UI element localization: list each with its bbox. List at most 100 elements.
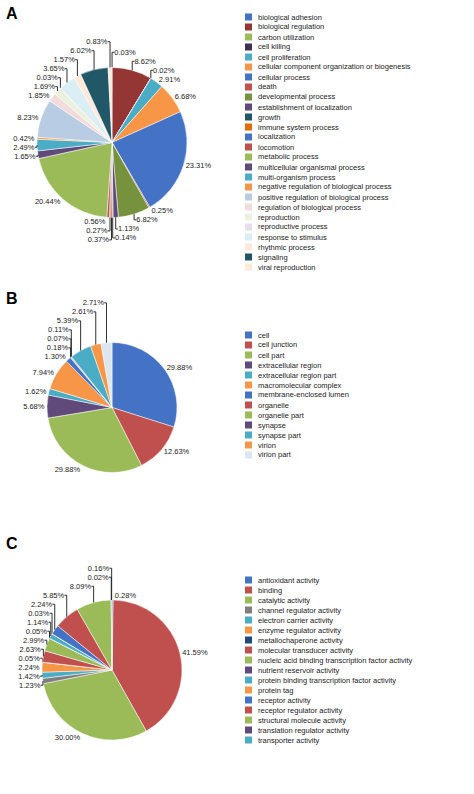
svg-text:molecular transducer activity: molecular transducer activity bbox=[258, 646, 353, 655]
svg-text:cell junction: cell junction bbox=[258, 340, 297, 349]
svg-text:reproductive process: reproductive process bbox=[258, 222, 328, 231]
svg-text:multicellular organismal proce: multicellular organismal process bbox=[258, 163, 365, 172]
svg-text:protein binding transcription: protein binding transcription factor act… bbox=[258, 676, 396, 685]
svg-text:cell proliferation: cell proliferation bbox=[258, 53, 311, 62]
svg-text:30.00%: 30.00% bbox=[55, 733, 81, 742]
svg-text:6.68%: 6.68% bbox=[175, 92, 197, 101]
svg-text:1.85%: 1.85% bbox=[28, 91, 50, 100]
svg-text:biological adhesion: biological adhesion bbox=[258, 13, 322, 22]
svg-text:0.03%: 0.03% bbox=[114, 48, 136, 57]
svg-text:6.82%: 6.82% bbox=[136, 215, 158, 224]
svg-text:viral reproduction: viral reproduction bbox=[258, 263, 316, 272]
svg-text:29.88%: 29.88% bbox=[167, 363, 193, 372]
svg-text:0.18%: 0.18% bbox=[47, 343, 69, 352]
svg-text:receptor regulator activity: receptor regulator activity bbox=[258, 706, 342, 715]
svg-text:5.39%: 5.39% bbox=[57, 316, 79, 325]
svg-text:synapse: synapse bbox=[258, 421, 286, 430]
svg-text:2.49%: 2.49% bbox=[13, 143, 35, 152]
svg-text:7.94%: 7.94% bbox=[33, 368, 55, 377]
svg-text:C: C bbox=[6, 535, 18, 552]
svg-text:macromolecular complex: macromolecular complex bbox=[258, 381, 342, 390]
svg-text:2.61%: 2.61% bbox=[72, 307, 94, 316]
svg-text:1.65%: 1.65% bbox=[14, 152, 36, 161]
svg-text:41.59%: 41.59% bbox=[182, 648, 208, 657]
svg-text:2.71%: 2.71% bbox=[83, 298, 105, 307]
svg-text:1.62%: 1.62% bbox=[25, 387, 47, 396]
svg-text:synapse part: synapse part bbox=[258, 431, 302, 440]
svg-text:antioxidant activity: antioxidant activity bbox=[258, 576, 320, 585]
svg-text:3.65%: 3.65% bbox=[43, 64, 65, 73]
svg-text:1.23%: 1.23% bbox=[19, 681, 41, 690]
svg-text:carbon utilization: carbon utilization bbox=[258, 33, 314, 42]
svg-text:cell part: cell part bbox=[258, 351, 285, 360]
svg-text:translation regulator activity: translation regulator activity bbox=[258, 726, 350, 735]
svg-text:positive regulation of biologi: positive regulation of biological proces… bbox=[258, 193, 389, 202]
svg-text:metabolic process: metabolic process bbox=[258, 152, 319, 161]
svg-text:B: B bbox=[6, 290, 18, 307]
svg-text:20.44%: 20.44% bbox=[35, 197, 61, 206]
svg-text:2.24%: 2.24% bbox=[18, 663, 40, 672]
svg-text:1.42%: 1.42% bbox=[18, 672, 40, 681]
svg-text:1.14%: 1.14% bbox=[27, 618, 49, 627]
svg-text:0.05%: 0.05% bbox=[26, 627, 48, 636]
svg-text:enzyme regulator activity: enzyme regulator activity bbox=[258, 626, 341, 635]
svg-text:organelle part: organelle part bbox=[258, 411, 305, 420]
svg-text:0.83%: 0.83% bbox=[86, 37, 108, 46]
svg-text:0.11%: 0.11% bbox=[48, 325, 69, 334]
svg-text:0.03%: 0.03% bbox=[37, 73, 59, 82]
svg-text:2.24%: 2.24% bbox=[31, 600, 53, 609]
svg-text:immune system process: immune system process bbox=[258, 123, 339, 132]
svg-text:29.88%: 29.88% bbox=[55, 465, 81, 474]
svg-text:0.07%: 0.07% bbox=[47, 334, 69, 343]
svg-text:1.30%: 1.30% bbox=[44, 352, 66, 361]
svg-text:nutrient reservoir activity: nutrient reservoir activity bbox=[258, 666, 340, 675]
svg-text:receptor activity: receptor activity bbox=[258, 696, 311, 705]
svg-text:metallochaperone activity: metallochaperone activity bbox=[258, 636, 343, 645]
svg-text:1.69%: 1.69% bbox=[34, 82, 56, 91]
svg-text:23.31%: 23.31% bbox=[186, 161, 212, 170]
svg-text:transporter activity: transporter activity bbox=[258, 736, 320, 745]
svg-text:extracellular region: extracellular region bbox=[258, 361, 321, 370]
svg-text:2.91%: 2.91% bbox=[159, 75, 181, 84]
svg-text:0.16%: 0.16% bbox=[88, 564, 110, 573]
svg-text:1.57%: 1.57% bbox=[54, 55, 76, 64]
svg-text:signaling: signaling bbox=[258, 253, 288, 262]
svg-text:0.25%: 0.25% bbox=[152, 206, 174, 215]
svg-text:2.99%: 2.99% bbox=[23, 636, 45, 645]
svg-text:catalytic activity: catalytic activity bbox=[258, 596, 310, 605]
svg-text:1.13%: 1.13% bbox=[118, 224, 140, 233]
svg-text:protein tag: protein tag bbox=[258, 686, 293, 695]
svg-text:virion part: virion part bbox=[258, 450, 292, 459]
svg-text:cell killing: cell killing bbox=[258, 42, 290, 51]
svg-text:0.14%: 0.14% bbox=[115, 233, 137, 242]
svg-text:5.68%: 5.68% bbox=[23, 402, 45, 411]
svg-text:8.09%: 8.09% bbox=[70, 582, 92, 591]
svg-text:5.85%: 5.85% bbox=[43, 591, 65, 600]
svg-text:0.02%: 0.02% bbox=[153, 66, 175, 75]
svg-text:8.23%: 8.23% bbox=[17, 113, 39, 122]
svg-text:biological regulation: biological regulation bbox=[258, 22, 324, 31]
svg-text:0.56%: 0.56% bbox=[84, 217, 106, 226]
svg-text:cell: cell bbox=[258, 331, 270, 340]
svg-text:reproduction: reproduction bbox=[258, 213, 300, 222]
svg-text:death: death bbox=[258, 82, 277, 91]
svg-text:A: A bbox=[6, 5, 18, 22]
svg-text:cellular process: cellular process bbox=[258, 73, 310, 82]
svg-text:2.63%: 2.63% bbox=[19, 645, 41, 654]
svg-text:0.05%: 0.05% bbox=[19, 654, 41, 663]
svg-text:multi-organism process: multi-organism process bbox=[258, 173, 336, 182]
svg-text:0.28%: 0.28% bbox=[115, 591, 137, 600]
svg-text:cellular component organizatio: cellular component organization or bioge… bbox=[258, 62, 411, 71]
svg-text:nucleic acid binding transcrip: nucleic acid binding transcription facto… bbox=[258, 656, 412, 665]
svg-text:electron carrier activity: electron carrier activity bbox=[258, 616, 333, 625]
svg-text:organelle: organelle bbox=[258, 401, 289, 410]
svg-text:negative regulation of biologi: negative regulation of biological proces… bbox=[258, 182, 392, 191]
svg-text:channel regulator activity: channel regulator activity bbox=[258, 606, 341, 615]
svg-text:rhythmic process: rhythmic process bbox=[258, 243, 315, 252]
svg-text:virion: virion bbox=[258, 441, 276, 450]
svg-text:structural molecule activity: structural molecule activity bbox=[258, 716, 346, 725]
svg-text:12.63%: 12.63% bbox=[164, 447, 190, 456]
svg-text:0.37%: 0.37% bbox=[88, 235, 110, 244]
svg-text:0.03%: 0.03% bbox=[28, 609, 50, 618]
svg-text:6.02%: 6.02% bbox=[70, 46, 92, 55]
